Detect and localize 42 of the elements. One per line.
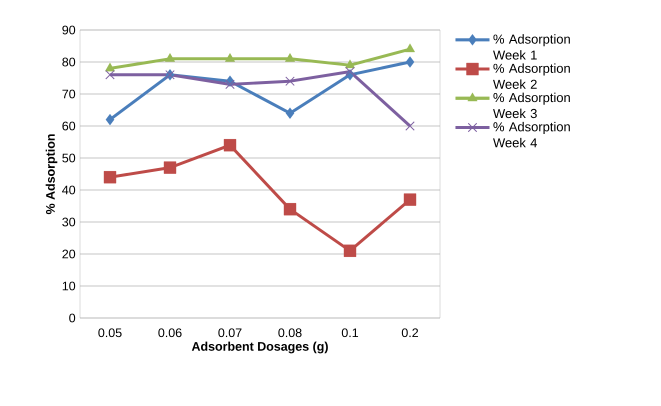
x-tick-label: 0.07: [218, 328, 242, 338]
y-tick-label: 30: [62, 218, 76, 226]
point: [225, 53, 235, 62]
y-tick-label: 70: [62, 90, 76, 98]
y-tick-label: 90: [62, 26, 76, 34]
legend-label: % Adsorption Week 3: [493, 92, 570, 118]
x-tick-label: 0.1: [342, 328, 358, 338]
x-tick-label: 0.08: [278, 328, 302, 338]
y-tick-label: 40: [62, 186, 76, 194]
y-tick-label: 60: [62, 122, 76, 130]
y-tick-label: 10: [62, 282, 76, 290]
y-axis-title: % Adsorption: [46, 134, 58, 214]
point: [345, 66, 355, 76]
point: [224, 139, 236, 152]
point: [164, 161, 176, 174]
point: [284, 203, 296, 216]
point: [285, 53, 295, 62]
point: [344, 244, 356, 257]
legend-label: % Adsorption Week 1: [493, 34, 570, 60]
point: [285, 76, 295, 86]
y-tick-label: 0: [69, 314, 76, 322]
x-tick-label: 0.2: [402, 328, 418, 338]
y-tick-label: 80: [62, 58, 76, 66]
point: [405, 44, 415, 52]
point: [406, 56, 414, 68]
point: [404, 193, 416, 206]
point: [286, 108, 294, 119]
point: [105, 62, 115, 72]
legend-label: % Adsorption Week 2: [493, 63, 570, 89]
point: [105, 70, 115, 80]
point: [165, 53, 175, 62]
point: [106, 114, 114, 126]
x-axis-title: Adsorbent Dosages (g): [192, 342, 328, 354]
point: [405, 121, 415, 131]
point: [225, 80, 235, 90]
point: [104, 171, 116, 184]
point: [345, 60, 355, 68]
x-tick-label: 0.05: [98, 328, 122, 338]
x-tick-label: 0.06: [158, 328, 182, 338]
y-tick-label: 20: [62, 250, 76, 258]
legend-label: % Adsorption Week 4: [493, 122, 570, 148]
y-tick-label: 50: [62, 154, 76, 162]
